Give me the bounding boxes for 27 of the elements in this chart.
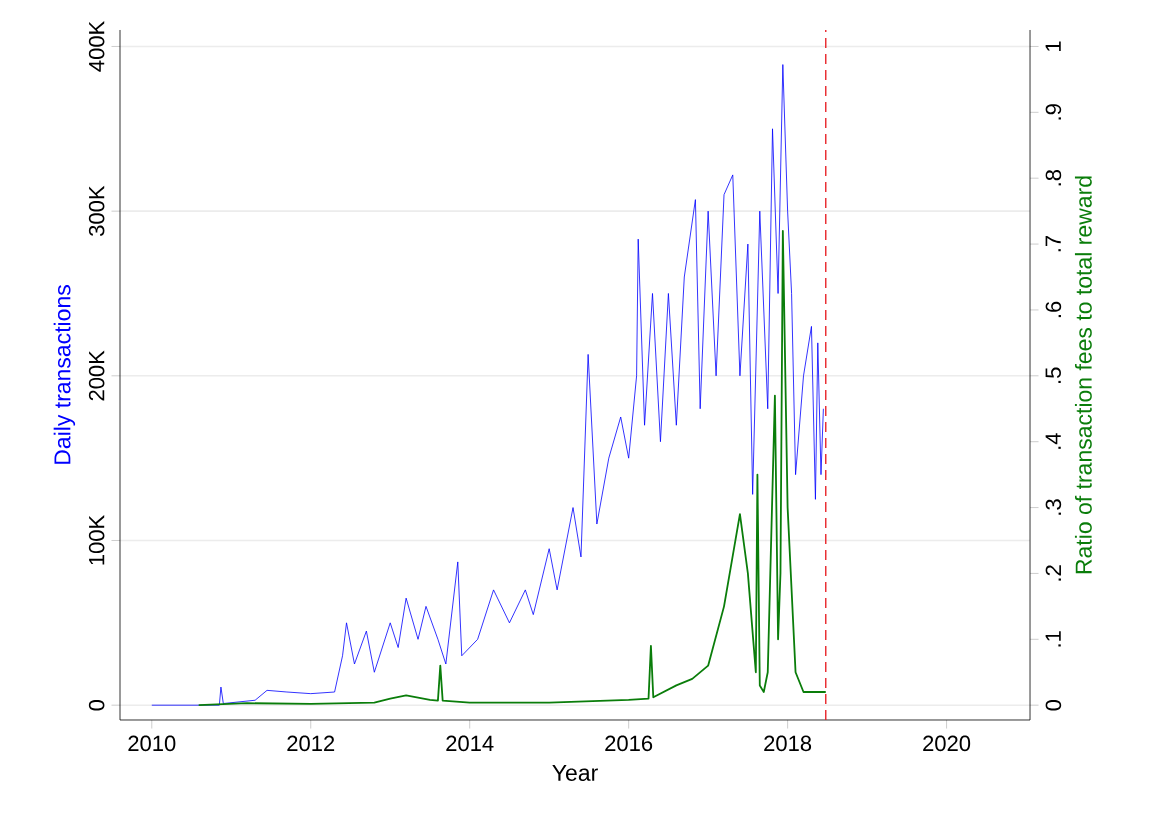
line-series [151, 64, 824, 706]
x-tick-label: 2020 [923, 735, 971, 752]
y-axis-title: Daily transactions [53, 285, 76, 464]
y2-tick-label: .2 [1045, 565, 1061, 581]
x-tick-label: 2018 [764, 735, 812, 752]
y2-axis-title: Ratio of transaction fees to total reward [1074, 176, 1092, 574]
x-tick-label: 2010 [128, 735, 176, 752]
y2-tick-label: 1 [1045, 41, 1061, 51]
y-tick-label: 100K [88, 515, 105, 565]
y-tick-label: 0 [88, 699, 105, 711]
y2-tick-label: .9 [1045, 104, 1062, 120]
y2-tick-label: .6 [1045, 301, 1062, 318]
y2-tick-label: .7 [1045, 235, 1061, 252]
y2-tick-label: .1 [1045, 631, 1061, 647]
y2-tick-label: .8 [1045, 170, 1062, 186]
x-tick-label: 2012 [287, 735, 335, 752]
y-tick-label: 300K [88, 185, 105, 236]
y-tick-label: 400K [88, 21, 105, 72]
y-tick-label: 200K [88, 350, 105, 401]
y2-tick-label: .4 [1045, 433, 1061, 449]
y2-tick-label: 0 [1045, 699, 1062, 711]
x-axis-title: Year [552, 764, 598, 781]
x-tick-label: 2014 [446, 735, 494, 752]
y2-tick-label: .5 [1045, 367, 1061, 383]
line-series [197, 230, 827, 707]
y2-tick-label: .3 [1045, 499, 1062, 515]
x-tick-label: 2016 [605, 735, 653, 752]
